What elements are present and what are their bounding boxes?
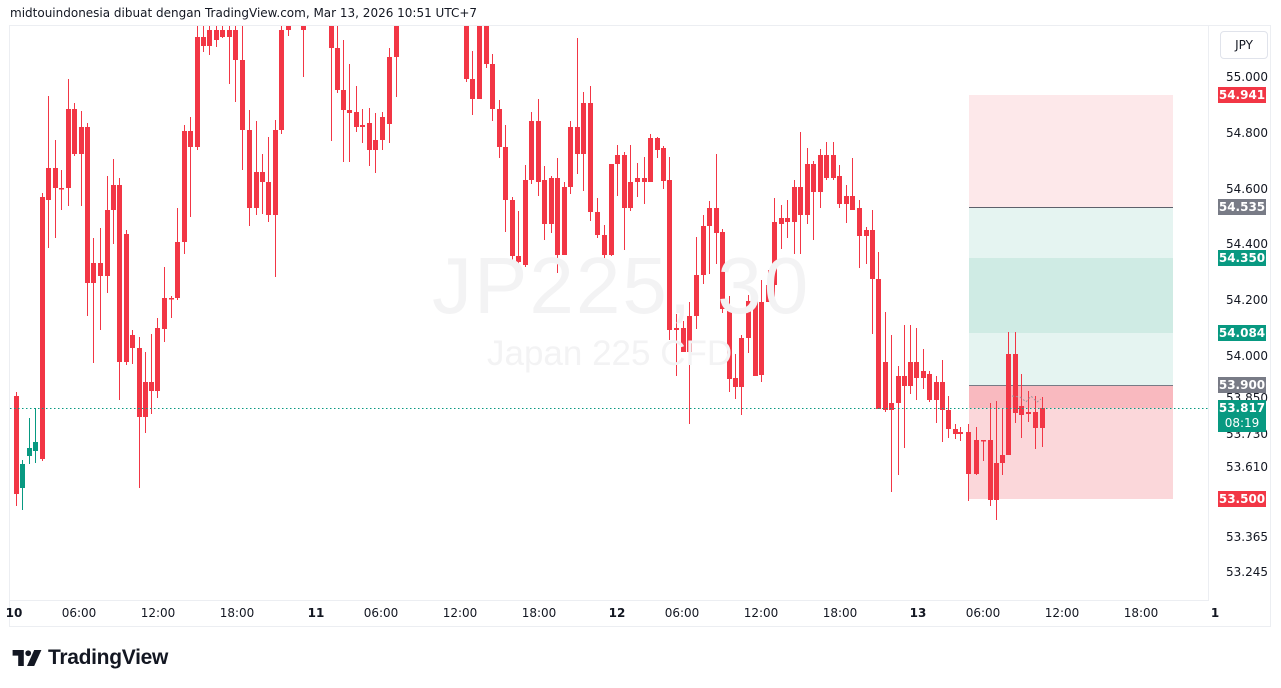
price-tick: 54.200 <box>1226 293 1268 307</box>
chart-overlays <box>10 395 1208 409</box>
time-tick: 12 <box>608 606 626 620</box>
last-price-value: 53.817 <box>1218 401 1266 415</box>
time-tick: 11 <box>307 606 325 620</box>
stop-zone-filled <box>969 385 1173 408</box>
candles <box>14 26 1045 520</box>
price-label: 54.535 <box>1218 199 1266 215</box>
tradingview-logo-text: TradingView <box>48 646 169 669</box>
target-zone-far <box>969 95 1173 207</box>
time-tick: 18:00 <box>1123 606 1159 620</box>
time-tick: 06:00 <box>363 606 399 620</box>
time-tick: 06:00 <box>61 606 97 620</box>
price-tick: 53.610 <box>1226 460 1268 474</box>
time-tick: 06:00 <box>664 606 700 620</box>
price-tick: 54.800 <box>1226 126 1268 140</box>
time-tick: 12:00 <box>1044 606 1080 620</box>
time-tick: 18:00 <box>822 606 858 620</box>
target-zone-3 <box>969 207 1173 258</box>
price-tick: 53.365 <box>1226 530 1268 544</box>
price-tick: 54.000 <box>1226 349 1268 363</box>
target-zone-1 <box>969 333 1173 385</box>
price-label: 54.350 <box>1218 250 1266 266</box>
position-tool[interactable] <box>969 95 1173 499</box>
price-axis[interactable] <box>1208 26 1271 601</box>
price-label: 54.084 <box>1218 325 1266 341</box>
price-tick: 53.245 <box>1226 565 1268 579</box>
price-label: 53.500 <box>1218 491 1266 507</box>
price-tick: 54.600 <box>1226 182 1268 196</box>
last-price-label: 53.817 08:19 <box>1218 400 1266 432</box>
time-tick: 18:00 <box>521 606 557 620</box>
time-tick: 13 <box>909 606 927 620</box>
stop-zone <box>969 408 1173 499</box>
bar-countdown: 08:19 <box>1224 416 1260 430</box>
chart-attribution: midtouindonesia dibuat dengan TradingVie… <box>10 6 478 20</box>
tradingview-logo-icon <box>12 650 42 666</box>
time-tick: 12:00 <box>743 606 779 620</box>
currency-button[interactable]: JPY <box>1220 31 1268 59</box>
target-zone-2 <box>969 258 1173 333</box>
time-axis[interactable] <box>9 600 1208 627</box>
watermark-symbol: JP225, 30 <box>432 241 811 330</box>
time-tick: 12:00 <box>140 606 176 620</box>
time-tick: 18:00 <box>219 606 255 620</box>
time-tick: 10 <box>5 606 23 620</box>
watermark-description: Japan 225 CFD <box>487 334 733 373</box>
price-label: 54.941 <box>1218 87 1266 103</box>
time-tick: 06:00 <box>965 606 1001 620</box>
price-tick: 55.000 <box>1226 70 1268 84</box>
time-tick: 12:00 <box>442 606 478 620</box>
chart-frame <box>9 25 1271 627</box>
tradingview-logo[interactable]: TradingView <box>12 646 168 670</box>
price-tick: 54.400 <box>1226 237 1268 251</box>
price-label: 53.900 <box>1218 377 1266 393</box>
time-tick: 1 <box>1210 606 1220 620</box>
